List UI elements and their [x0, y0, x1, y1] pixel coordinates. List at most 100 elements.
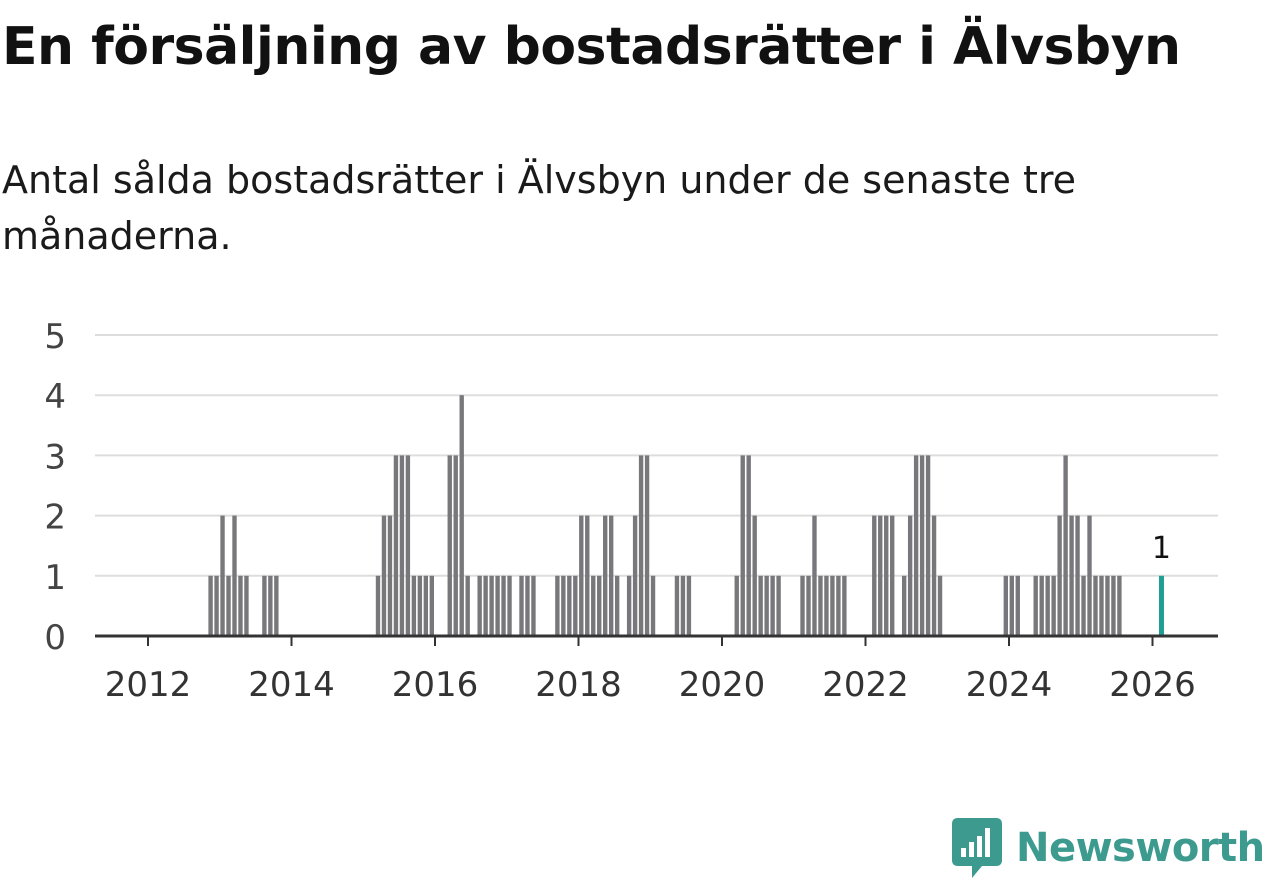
- y-tick-label: 0: [44, 618, 66, 658]
- bar: [1015, 575, 1020, 636]
- bar: [686, 575, 692, 636]
- bar: [405, 455, 411, 636]
- bar: [800, 575, 805, 636]
- bar: [381, 515, 387, 636]
- bar: [1069, 515, 1074, 636]
- bar: [244, 575, 249, 636]
- bar: [878, 515, 883, 636]
- x-tick-label: 2018: [535, 665, 622, 705]
- newsworthy-logo-icon: [952, 818, 1002, 878]
- x-tick-label: 2022: [822, 665, 909, 705]
- y-tick-label: 3: [44, 437, 66, 477]
- bar: [890, 515, 895, 636]
- bar: [901, 575, 907, 636]
- bar: [752, 515, 757, 636]
- bar: [519, 575, 524, 636]
- bar: [453, 455, 458, 636]
- bar: [597, 575, 602, 636]
- bar: [507, 575, 512, 636]
- bar: [608, 515, 614, 636]
- bar: [740, 455, 745, 636]
- bar: [447, 455, 452, 636]
- bar: [591, 575, 596, 636]
- bar: [650, 575, 656, 636]
- bar: [465, 575, 470, 636]
- bar: [531, 575, 536, 636]
- bar: [585, 515, 590, 636]
- bar: [1057, 515, 1062, 636]
- bar: [262, 575, 267, 636]
- bar: [884, 515, 889, 636]
- newsworthy-logo: Newsworthy: [952, 818, 1262, 878]
- bars: [208, 395, 1164, 636]
- bar: [1087, 515, 1092, 636]
- bar: [489, 575, 494, 636]
- bar: [555, 575, 560, 636]
- annotations: 1: [1152, 531, 1171, 566]
- x-axis-ticks: 2012 2014 2016 2018 2020 2022 2024 2026: [105, 636, 1196, 705]
- bar: [1105, 575, 1110, 636]
- bar: [226, 575, 231, 636]
- gridlines: [95, 334, 1218, 577]
- bar: [1117, 575, 1122, 636]
- bar: [925, 455, 931, 636]
- bar: [1039, 575, 1044, 636]
- bar: [1093, 575, 1098, 636]
- y-tick-label: 4: [44, 377, 66, 417]
- brand-name: Newsworthy: [1016, 825, 1262, 871]
- bar: [375, 575, 381, 636]
- bar: [423, 575, 429, 636]
- bar: [830, 575, 835, 636]
- bar: [525, 575, 530, 636]
- bar: [477, 575, 482, 636]
- bar: [931, 515, 937, 636]
- bar: [573, 575, 578, 636]
- chart-title: En försäljning av bostadsrätter i Älvsby…: [2, 17, 1181, 77]
- bar: [603, 515, 608, 636]
- bar: [812, 515, 817, 636]
- bar: [1003, 575, 1008, 636]
- bar: [238, 575, 243, 636]
- bar: [836, 575, 841, 636]
- bar: [1099, 575, 1104, 636]
- x-tick-label: 2020: [679, 665, 766, 705]
- y-axis-ticks: 0 1 2 3 4 5: [44, 317, 66, 658]
- bar: [1063, 455, 1068, 636]
- bar: [680, 575, 686, 636]
- bar: [842, 575, 847, 636]
- bar: [1081, 575, 1086, 636]
- bar: [1051, 575, 1056, 636]
- bar: [626, 575, 632, 636]
- bar: [919, 455, 925, 636]
- x-tick-label: 2012: [105, 665, 192, 705]
- bar: [411, 575, 417, 636]
- bar: [824, 575, 829, 636]
- bar: [644, 455, 650, 636]
- bar: [937, 575, 943, 636]
- bar: [758, 575, 763, 636]
- bar: [393, 455, 399, 636]
- bar: [1075, 515, 1080, 636]
- bar: [1045, 575, 1050, 636]
- bar: [764, 575, 769, 636]
- bar: [208, 575, 213, 636]
- x-tick-label: 2024: [966, 665, 1053, 705]
- bar: [913, 455, 919, 636]
- bar: [770, 575, 775, 636]
- bar: [1111, 575, 1116, 636]
- y-tick-label: 1: [44, 558, 66, 598]
- bar: [1033, 575, 1038, 636]
- bar: [387, 515, 393, 636]
- bar: [399, 455, 405, 636]
- y-tick-label: 5: [44, 317, 66, 357]
- bar: [495, 575, 500, 636]
- bar: [674, 575, 680, 636]
- bar: [734, 575, 739, 636]
- bar: [232, 515, 237, 636]
- x-tick-label: 2014: [248, 665, 335, 705]
- bar: [746, 455, 751, 636]
- bar: [561, 575, 566, 636]
- data-label: 1: [1152, 531, 1171, 566]
- bar: [567, 575, 572, 636]
